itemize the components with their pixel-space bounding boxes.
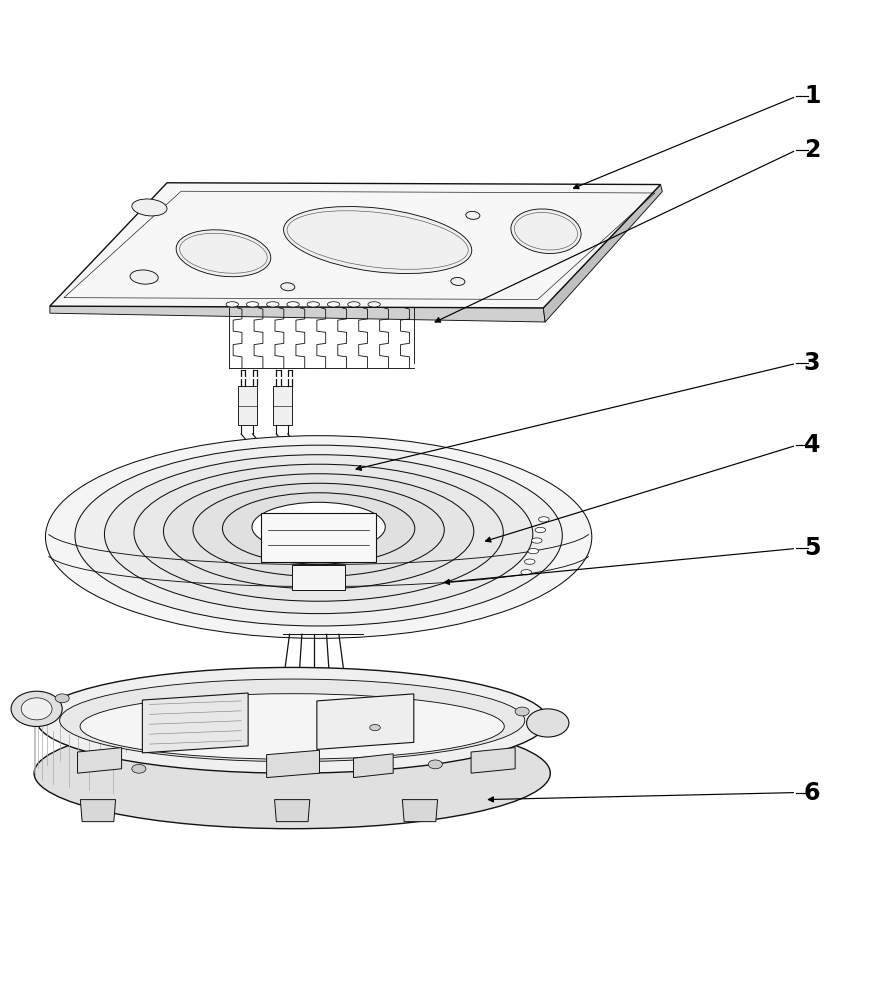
Polygon shape [275, 800, 309, 822]
Polygon shape [80, 800, 116, 822]
Ellipse shape [531, 538, 542, 543]
Ellipse shape [327, 302, 339, 307]
Polygon shape [293, 565, 345, 590]
Polygon shape [50, 183, 660, 308]
Ellipse shape [223, 493, 415, 564]
Ellipse shape [132, 764, 146, 773]
Ellipse shape [538, 517, 549, 522]
Polygon shape [142, 693, 248, 753]
Ellipse shape [75, 445, 562, 626]
Ellipse shape [55, 694, 69, 703]
Ellipse shape [528, 548, 538, 554]
Ellipse shape [164, 474, 474, 589]
Ellipse shape [247, 302, 259, 307]
Ellipse shape [515, 707, 530, 716]
Ellipse shape [21, 698, 52, 720]
Ellipse shape [80, 694, 504, 759]
Text: 1: 1 [804, 84, 820, 108]
Ellipse shape [267, 302, 279, 307]
Ellipse shape [36, 667, 548, 773]
Ellipse shape [370, 724, 380, 731]
Polygon shape [354, 754, 393, 778]
Polygon shape [78, 748, 122, 773]
Ellipse shape [132, 199, 167, 216]
Ellipse shape [287, 302, 300, 307]
Ellipse shape [104, 455, 533, 614]
Ellipse shape [59, 679, 525, 762]
Ellipse shape [34, 718, 551, 829]
Ellipse shape [134, 464, 503, 601]
Ellipse shape [521, 570, 531, 575]
Ellipse shape [347, 302, 360, 307]
Text: 5: 5 [804, 536, 820, 560]
Ellipse shape [176, 230, 271, 277]
Polygon shape [402, 800, 438, 822]
Ellipse shape [226, 302, 239, 307]
Ellipse shape [524, 559, 535, 564]
Ellipse shape [281, 283, 295, 291]
Ellipse shape [451, 277, 465, 285]
Ellipse shape [527, 709, 569, 737]
Text: 6: 6 [804, 781, 820, 805]
Text: 3: 3 [804, 351, 820, 375]
Ellipse shape [535, 527, 545, 533]
Polygon shape [471, 748, 515, 773]
Ellipse shape [130, 270, 158, 284]
Text: 4: 4 [804, 433, 820, 457]
Ellipse shape [11, 691, 62, 726]
Polygon shape [273, 386, 293, 425]
Ellipse shape [193, 483, 445, 576]
Text: 2: 2 [804, 138, 820, 162]
Ellipse shape [307, 302, 319, 307]
Polygon shape [191, 459, 345, 512]
Polygon shape [267, 750, 319, 778]
Polygon shape [238, 386, 257, 425]
Ellipse shape [284, 207, 472, 274]
Ellipse shape [252, 502, 385, 552]
Polygon shape [50, 306, 545, 322]
Polygon shape [316, 694, 414, 749]
Ellipse shape [511, 209, 581, 254]
Polygon shape [544, 185, 662, 322]
Polygon shape [262, 513, 376, 562]
Ellipse shape [45, 436, 591, 638]
Ellipse shape [368, 302, 380, 307]
Ellipse shape [428, 760, 442, 769]
Polygon shape [49, 535, 589, 587]
Ellipse shape [466, 211, 480, 219]
